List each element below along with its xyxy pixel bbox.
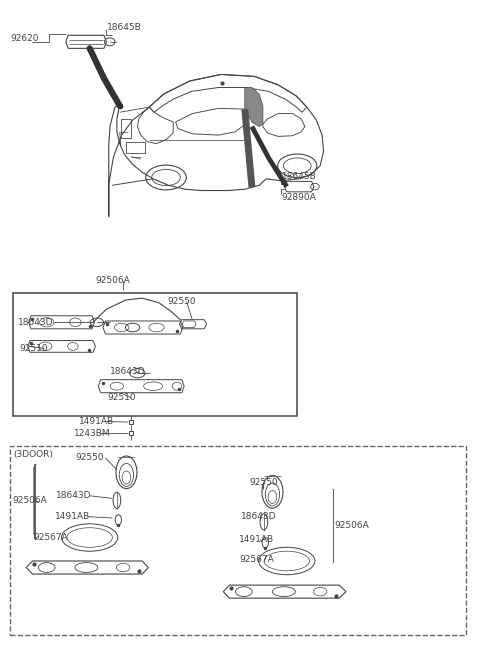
Text: 92567A: 92567A [34,533,69,542]
Text: (3DOOR): (3DOOR) [13,450,53,459]
Text: 18643D: 18643D [18,318,54,327]
Text: 92890A: 92890A [281,193,316,202]
Text: 92506A: 92506A [95,276,130,285]
Text: 92510: 92510 [20,344,48,353]
Text: 92550: 92550 [168,297,196,306]
Text: 18645B: 18645B [108,23,142,32]
Polygon shape [245,88,263,126]
Text: 92567A: 92567A [239,555,274,563]
Text: 92506A: 92506A [335,521,369,531]
Text: 92506A: 92506A [12,496,47,506]
Text: 1491AB: 1491AB [55,512,90,521]
Text: 92550: 92550 [75,453,104,462]
Text: 18643D: 18643D [56,491,92,500]
Text: 1491AB: 1491AB [239,535,274,544]
Text: 1243BM: 1243BM [74,428,110,438]
Text: 92510: 92510 [108,394,136,402]
Text: 92550: 92550 [250,478,278,487]
Text: 18645B: 18645B [281,172,316,181]
Text: 18643D: 18643D [241,512,276,521]
Text: 18643D: 18643D [110,367,146,377]
Text: 92620: 92620 [10,34,38,43]
Text: 1491AB: 1491AB [79,417,114,426]
